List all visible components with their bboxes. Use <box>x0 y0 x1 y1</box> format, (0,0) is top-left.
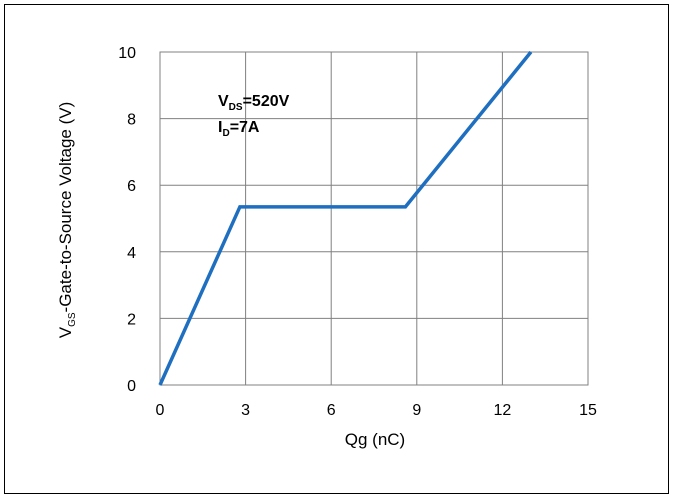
y-tick-labels: 0 2 4 6 8 10 <box>118 45 136 395</box>
x-tick-label: 3 <box>241 402 250 419</box>
y-axis-label-sub: GS <box>67 312 78 327</box>
x-tick-label: 15 <box>579 402 597 419</box>
plot-border <box>159 51 589 386</box>
y-axis-label-main: V <box>56 326 75 338</box>
chart-frame <box>4 4 669 494</box>
x-tick-labels: 0 3 6 9 12 15 <box>156 402 597 419</box>
annotation-vds-rest: =520V <box>243 93 290 110</box>
x-tick-label: 9 <box>412 402 421 419</box>
series-line <box>158 50 533 386</box>
y-tick-label: 8 <box>127 112 136 129</box>
series-group <box>158 50 533 386</box>
y-tick-label: 10 <box>118 45 136 62</box>
y-tick-label: 6 <box>127 178 136 195</box>
grid <box>159 51 589 386</box>
y-tick-label: 4 <box>127 245 136 262</box>
annotation-id: ID=7A <box>218 119 260 139</box>
annotation-vds-sub: DS <box>229 102 243 113</box>
x-tick-label: 0 <box>156 402 165 419</box>
y-tick-label: 0 <box>127 378 136 395</box>
annotation-id-main: I <box>218 119 222 136</box>
x-axis-label: Qg (nC) <box>345 430 405 449</box>
y-tick-label: 2 <box>127 311 136 328</box>
y-axis-label-rest: -Gate-to-Source Voltage (V) <box>56 102 75 313</box>
annotation-id-sub: D <box>222 128 229 139</box>
x-tick-label: 6 <box>327 402 336 419</box>
annotation-vds-main: V <box>218 93 229 110</box>
annotation-vds: VDS=520V <box>218 93 290 113</box>
y-axis-label: VGS-Gate-to-Source Voltage (V) <box>56 102 78 339</box>
annotation-id-rest: =7A <box>230 119 260 136</box>
x-tick-label: 12 <box>494 402 512 419</box>
